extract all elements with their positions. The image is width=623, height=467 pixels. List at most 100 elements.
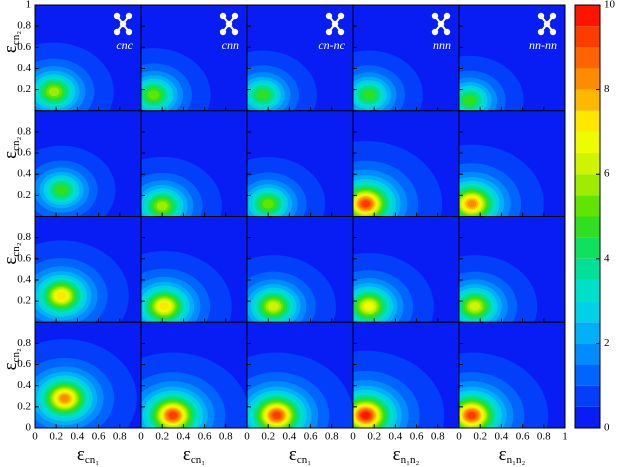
- colorbar-band: [575, 26, 600, 48]
- panel: [247, 216, 353, 323]
- colorbar-tick-label: 8: [604, 83, 610, 95]
- colorbar-band: [575, 5, 600, 27]
- graph-icon: [219, 12, 239, 36]
- y-tick-label: 0.8: [17, 20, 31, 32]
- y-axis-label: εcn₂: [0, 136, 21, 158]
- contour: [48, 87, 60, 97]
- panel: [459, 322, 565, 428]
- column-title: nnn: [433, 38, 451, 52]
- contour: [467, 200, 477, 208]
- x-tick-label: 0.4: [389, 431, 403, 443]
- y-tick-label: 0.2: [17, 400, 31, 412]
- colorbar-tick-label: 0: [604, 422, 610, 434]
- contour: [256, 89, 269, 100]
- y-axis-label: εcn₂: [0, 348, 21, 370]
- x-axis-label: εn₁n₂: [499, 444, 526, 465]
- contour: [156, 201, 168, 211]
- y-tick-label: 0.6: [17, 147, 31, 159]
- y-tick-label: 0.6: [17, 41, 31, 53]
- x-tick-label: 0.6: [92, 431, 106, 443]
- y-tick-label: 0.6: [17, 252, 31, 264]
- x-tick-label: 0.2: [367, 431, 381, 443]
- y-axis-label: εcn₂: [0, 31, 21, 53]
- colorbar-band: [575, 110, 600, 132]
- panel: [141, 322, 247, 428]
- x-tick-label: 0.6: [304, 431, 318, 443]
- colorbar-band: [575, 89, 600, 111]
- x-tick-label: 0: [350, 431, 356, 443]
- graph-icon: [325, 12, 345, 36]
- x-axis-label: εcn₁: [183, 444, 205, 465]
- panel: [353, 216, 459, 323]
- colorbar-band: [575, 153, 600, 175]
- panel: [141, 216, 247, 323]
- x-axis-label: εn₁n₂: [393, 444, 420, 465]
- colorbar-band: [575, 322, 600, 344]
- panel: [459, 216, 565, 323]
- panel-frame: [458, 321, 566, 429]
- x-tick-label: 0.6: [410, 431, 424, 443]
- x-tick-label: 1: [562, 431, 568, 443]
- x-tick-label: 0.4: [177, 431, 191, 443]
- y-tick-label: 0.4: [17, 379, 31, 391]
- panel: [247, 110, 353, 217]
- y-tick-label: 0: [26, 422, 32, 434]
- contour: [159, 302, 170, 311]
- y-axis-label: εcn₂: [0, 242, 21, 264]
- colorbar-band: [575, 174, 600, 196]
- colorbar-band: [575, 195, 600, 217]
- contour: [55, 185, 68, 195]
- panel: [353, 110, 459, 217]
- y-tick-label: 0.2: [17, 83, 31, 95]
- colorbar-band: [575, 406, 600, 428]
- colorbar-band: [575, 343, 600, 365]
- colorbar-band: [575, 364, 600, 386]
- colorbar-band: [575, 131, 600, 154]
- colorbar-frame: [574, 4, 601, 429]
- x-tick-label: 0.6: [198, 431, 212, 443]
- y-tick-label: 0.8: [17, 337, 31, 349]
- x-tick-label: 0.8: [113, 431, 127, 443]
- x-tick-label: 0.4: [495, 431, 509, 443]
- x-tick-label: 0.8: [431, 431, 445, 443]
- panel: [35, 322, 141, 428]
- x-tick-label: 0.2: [155, 431, 169, 443]
- x-tick-label: 0: [244, 431, 250, 443]
- x-tick-label: 0.4: [283, 431, 297, 443]
- x-tick-label: 0: [32, 431, 38, 443]
- contour: [469, 302, 481, 311]
- contour: [272, 411, 281, 419]
- x-tick-label: 0.2: [473, 431, 487, 443]
- colorbar-band: [575, 301, 600, 323]
- x-tick-label: 0.2: [49, 431, 63, 443]
- contour: [363, 302, 374, 311]
- graph-icon: [537, 12, 557, 36]
- contour: [148, 90, 160, 100]
- x-tick-label: 0: [456, 431, 462, 443]
- panel: [353, 5, 459, 111]
- y-tick-label: 0.4: [17, 62, 31, 74]
- contour: [56, 291, 67, 300]
- colorbar-tick-label: 10: [604, 0, 616, 11]
- contour: [467, 411, 476, 419]
- x-axis-label: εcn₁: [77, 444, 99, 465]
- x-tick-label: 0.8: [537, 431, 551, 443]
- column-title: nn-nn: [529, 38, 557, 52]
- y-tick-label: 0.2: [17, 189, 31, 201]
- x-tick-label: 0.6: [516, 431, 530, 443]
- contour: [268, 302, 279, 311]
- y-tick-label: 0.6: [17, 358, 31, 370]
- panel: [35, 216, 141, 323]
- colorbar-band: [575, 237, 600, 259]
- graph-icon: [113, 12, 133, 36]
- colorbar-band: [575, 68, 600, 90]
- contour: [463, 95, 476, 106]
- colorbar-band: [575, 385, 600, 407]
- y-tick-label: 0.4: [17, 168, 31, 180]
- y-tick-label: 0.8: [17, 231, 31, 243]
- x-axis-label: εcn₁: [289, 444, 311, 465]
- panel: [353, 322, 459, 428]
- x-tick-label: 0.4: [71, 431, 85, 443]
- x-tick-label: 0.8: [325, 431, 339, 443]
